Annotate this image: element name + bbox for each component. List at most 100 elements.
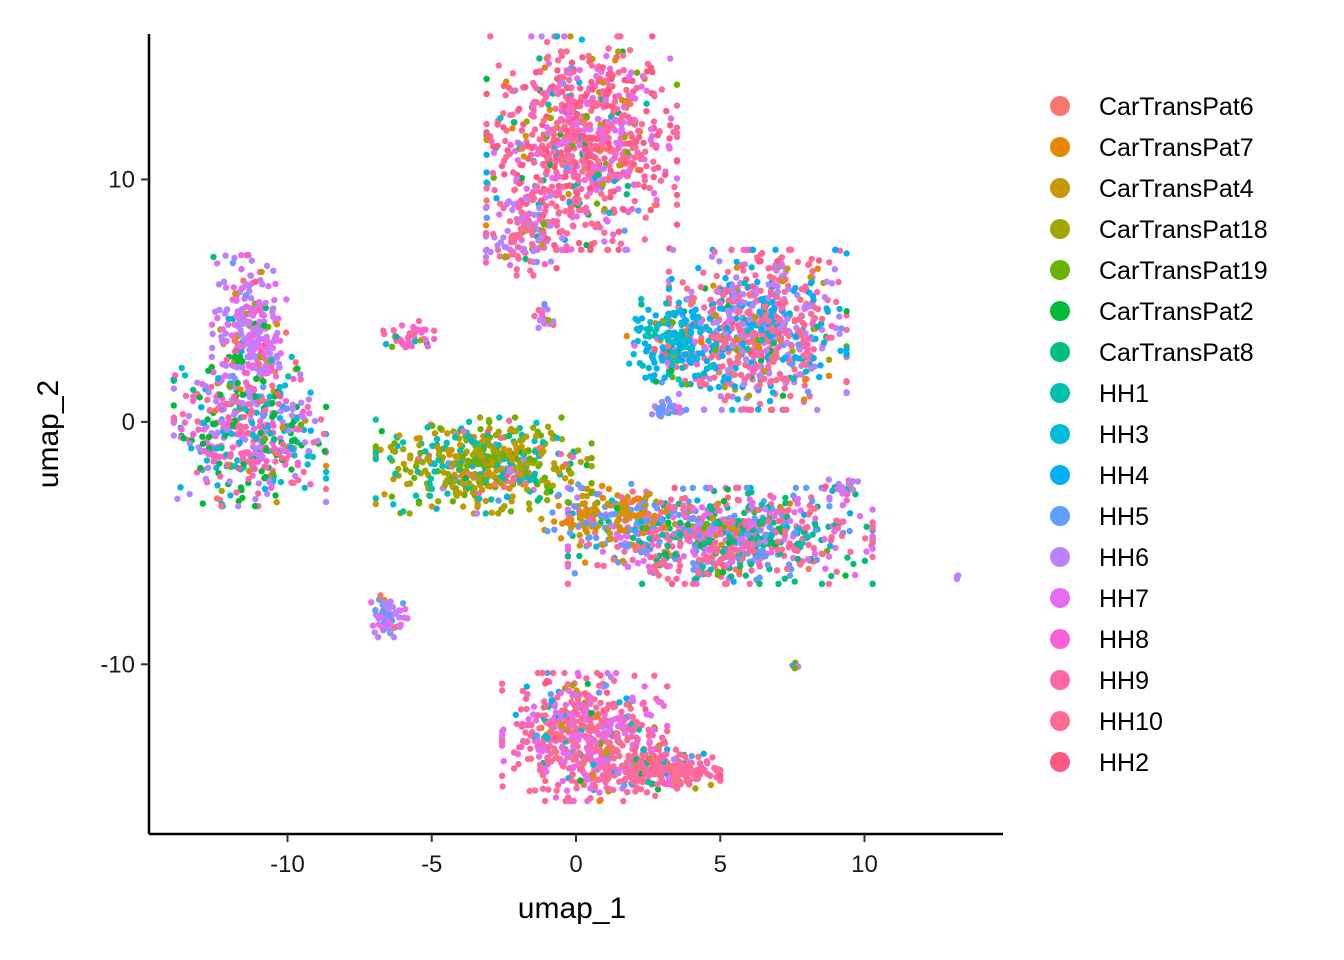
scatter-point [579,707,587,715]
scatter-point [746,316,753,323]
scatter-point [217,391,224,398]
scatter-point [372,449,379,456]
scatter-point [704,554,711,561]
scatter-point [498,738,506,746]
scatter-point [550,128,557,135]
scatter-point [521,83,528,91]
scatter-point [549,509,556,516]
scatter-point [602,514,609,521]
scatter-point [563,787,571,794]
scatter-point [697,283,705,291]
scatter-point [608,157,615,164]
scatter-point [791,578,798,585]
scatter-point [668,367,675,375]
scatter-point [431,468,438,475]
scatter-point [663,107,670,115]
scatter-point [767,333,774,340]
scatter-point [665,519,672,526]
scatter-point [649,520,656,527]
scatter-point [568,203,575,211]
scatter-point [844,554,851,561]
scatter-point [719,363,726,370]
scatter-point [235,503,242,510]
scatter-point [693,361,701,368]
scatter-point [719,352,726,359]
scatter-point [698,504,706,511]
scatter-point [223,426,230,433]
scatter-point [232,347,239,354]
scatter-point [623,695,630,702]
scatter-point [231,353,238,361]
scatter-point [526,455,533,462]
scatter-point [249,431,256,439]
scatter-point [256,423,263,430]
scatter-point [555,755,562,762]
scatter-point [691,338,699,345]
scatter-point [496,414,503,421]
scatter-point [209,330,216,337]
scatter-point [516,180,523,187]
scatter-point [568,59,576,66]
scatter-point [761,375,768,383]
scatter-point [717,556,724,563]
scatter-point [484,456,491,464]
scatter-point [381,491,388,498]
scatter-point [626,47,634,54]
scatter-point [833,298,840,306]
scatter-point [773,376,780,384]
scatter-point [221,310,229,317]
scatter-point [568,208,576,216]
scatter-point [500,758,507,765]
scatter-point [792,484,800,491]
scatter-point [291,452,298,459]
scatter-point [460,503,467,510]
scatter-point [825,356,833,363]
scatter-point [850,560,857,568]
scatter-point [279,424,286,431]
scatter-point [263,464,270,471]
scatter-point [237,427,244,434]
scatter-point [512,465,520,472]
scatter-point [774,288,781,295]
scatter-point [705,337,712,344]
scatter-point [606,65,614,72]
scatter-point [683,381,691,388]
scatter-point [722,274,729,282]
scatter-point [591,784,599,791]
scatter-point [555,502,562,510]
scatter-point [294,365,301,372]
scatter-point [715,383,722,391]
scatter-point [252,278,259,285]
scatter-point [821,339,828,346]
scatter-point [826,259,833,266]
scatter-point [232,290,239,297]
scatter-point [498,772,506,779]
scatter-point [524,461,531,468]
scatter-point [828,280,836,287]
scatter-point [265,423,272,430]
scatter-point [544,130,551,137]
scatter-point [540,229,547,236]
scatter-point [819,315,826,323]
scatter-point [634,505,641,512]
scatter-point [266,478,273,485]
scatter-point [664,728,671,735]
scatter-point [773,354,781,361]
scatter-point [444,490,451,497]
scatter-point [863,523,870,530]
scatter-point [803,484,810,491]
scatter-point [239,306,246,313]
scatter-point [756,400,764,408]
scatter-point [520,245,528,253]
scatter-point [498,465,505,472]
scatter-point [517,471,524,478]
scatter-point [297,421,305,428]
scatter-point [667,122,674,129]
scatter-point [473,510,481,517]
scatter-point [730,538,738,545]
scatter-point [778,517,785,524]
scatter-point [655,746,662,753]
scatter-point [611,715,618,723]
scatter-point [605,140,612,147]
scatter-point [317,416,325,423]
